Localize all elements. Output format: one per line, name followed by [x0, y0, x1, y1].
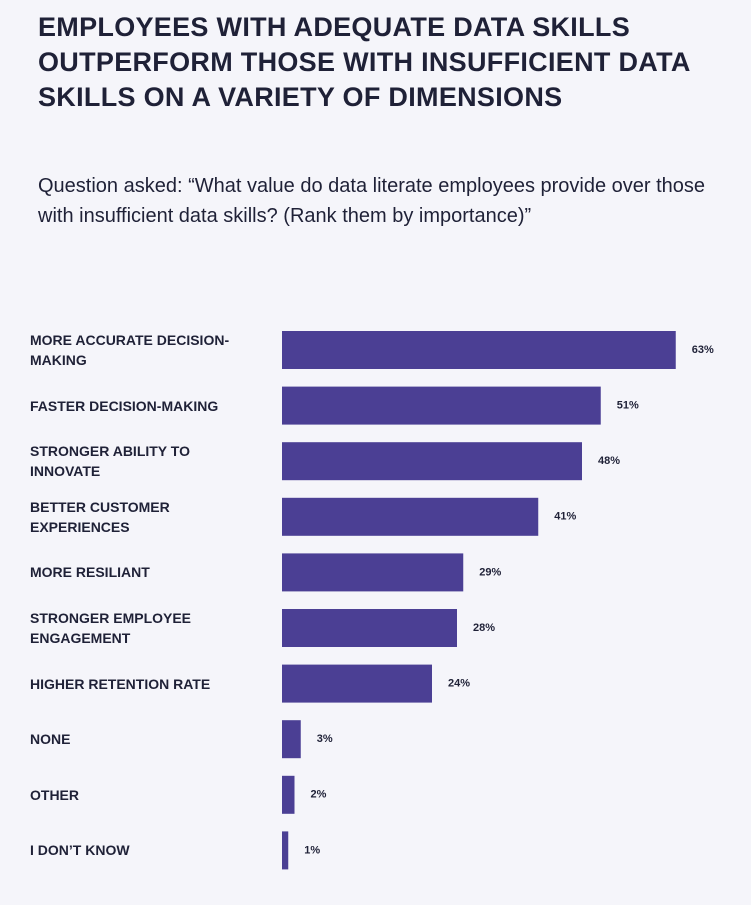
bar: [282, 775, 295, 814]
bar: [282, 553, 464, 592]
value-label: 28%: [473, 622, 495, 634]
value-label: 41%: [554, 511, 576, 523]
bar: [282, 831, 289, 870]
category-label: I DON’T KNOW: [30, 842, 130, 859]
category-label: MORE RESILIANT: [30, 564, 150, 581]
chart-title: EMPLOYEES WITH ADEQUATE DATA SKILLS OUTP…: [38, 12, 690, 112]
category-label: OTHER: [30, 786, 79, 803]
chart-subtitle: Question asked: “What value do data lite…: [38, 175, 706, 227]
value-label: 3%: [317, 733, 333, 745]
value-label: 1%: [304, 844, 320, 856]
bar: [282, 497, 539, 536]
bar: [282, 331, 676, 369]
value-label: 51%: [617, 400, 639, 412]
value-label: 29%: [479, 566, 501, 578]
bar: [282, 664, 432, 703]
category-label: BETTER CUSTOMER EXPERIENCES: [30, 498, 170, 535]
value-label: 48%: [598, 455, 620, 467]
category-label: HIGHER RETENTION RATE: [30, 675, 211, 692]
category-label: MORE ACCURATE DECISION-MAKING: [30, 332, 230, 368]
value-label: 2%: [311, 789, 327, 801]
value-label: 63%: [692, 344, 714, 356]
bar: [282, 720, 301, 759]
bar: [282, 386, 601, 425]
bar: [282, 442, 582, 481]
category-label: STRONGER ABILITY TO INNOVATE: [30, 443, 190, 480]
category-label: FASTER DECISION-MAKING: [30, 397, 219, 414]
category-label: STRONGER EMPLOYEE ENGAGEMENT: [30, 610, 192, 646]
value-label: 24%: [448, 678, 470, 690]
category-label: NONE: [30, 731, 71, 748]
bar: [282, 609, 457, 647]
